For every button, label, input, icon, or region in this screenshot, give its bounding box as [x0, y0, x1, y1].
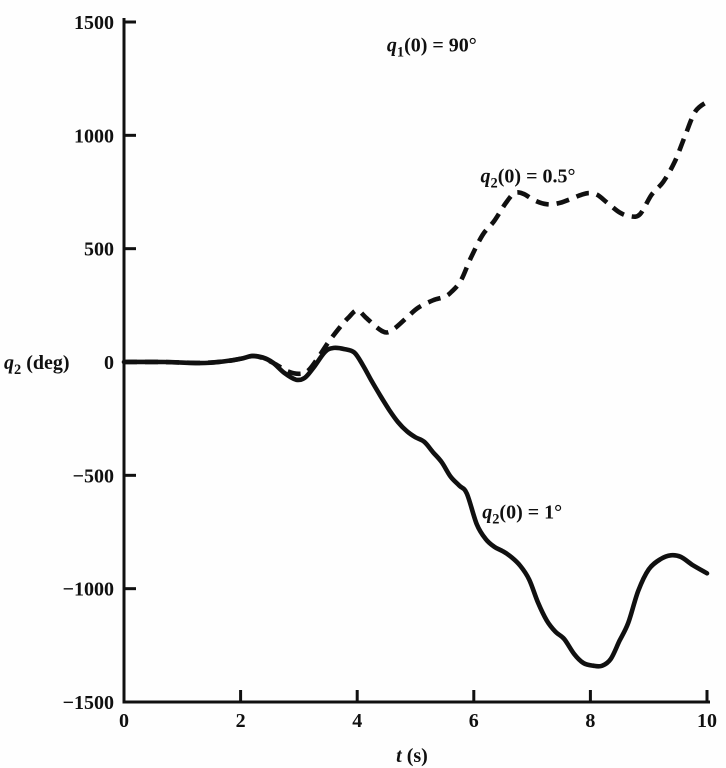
y-tick-label: −500	[73, 465, 114, 487]
x-tick-label: 4	[352, 710, 362, 732]
x-tick-label: 10	[697, 710, 717, 732]
y-tick-label: 1000	[74, 125, 114, 147]
y-axis-label: q2 (deg)	[4, 352, 70, 378]
y-tick-label: 0	[104, 352, 114, 374]
series-dashed-curve	[123, 99, 709, 377]
annotation-initial-condition-q1: q1(0) = 90°	[387, 35, 477, 61]
annotation-series-label-dashed: q2(0) = 0.5°	[481, 166, 576, 192]
x-tick-label: 0	[119, 710, 129, 732]
y-tick-label: −1500	[63, 692, 114, 714]
y-tick-label: 500	[84, 239, 114, 261]
series-solid-curve	[121, 345, 710, 669]
y-tick-label: −1000	[63, 579, 114, 601]
annotation-series-label-solid: q2(0) = 1°	[482, 502, 562, 528]
x-tick-label: 2	[236, 710, 246, 732]
y-tick-label: 1500	[74, 12, 114, 34]
x-tick-label: 8	[585, 710, 595, 732]
x-axis-label: t (s)	[396, 745, 428, 767]
x-tick-label: 6	[469, 710, 479, 732]
